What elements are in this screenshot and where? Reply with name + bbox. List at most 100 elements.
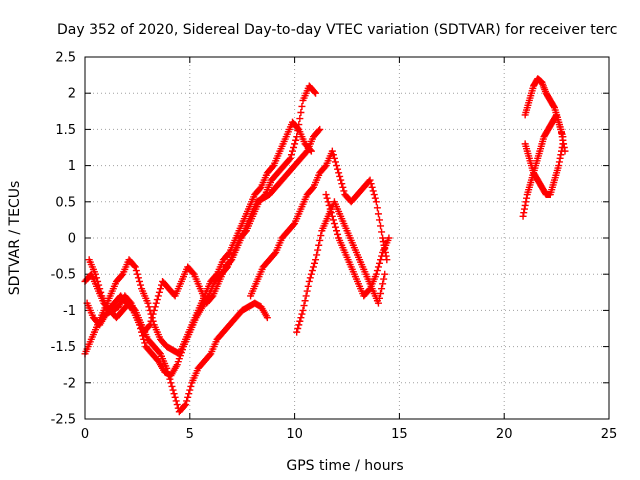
data-point (308, 185, 316, 193)
y-tick-label: 1 (68, 159, 76, 174)
data-point (377, 222, 385, 230)
data-point (96, 285, 104, 293)
data-point (132, 267, 140, 275)
data-point (135, 277, 143, 285)
data-point (315, 241, 323, 249)
data-point (149, 310, 157, 318)
data-point (256, 185, 264, 193)
data-point (173, 401, 181, 409)
data-point (322, 191, 330, 199)
data-point (287, 151, 295, 159)
data-point (185, 390, 193, 398)
data-point (130, 262, 138, 270)
data-point (378, 252, 386, 260)
chart-title: Day 352 of 2020, Sidereal Day-to-day VTE… (57, 22, 617, 38)
data-point (378, 228, 386, 236)
y-tick-label: -2 (63, 376, 76, 391)
data-point (339, 183, 347, 191)
data-point (225, 250, 233, 258)
data-point (378, 285, 386, 293)
data-point (385, 234, 393, 242)
data-point (140, 335, 148, 343)
data-point (297, 314, 305, 322)
data-point (329, 151, 337, 159)
data-point (206, 351, 214, 359)
y-tick-label: 2 (68, 87, 76, 102)
y-tick-label: -1 (63, 304, 76, 319)
data-point (373, 204, 381, 212)
data-point (184, 393, 192, 401)
data-point (337, 176, 345, 184)
data-point (316, 125, 324, 133)
y-tick-label: 1.5 (55, 123, 76, 138)
y-tick-label: 0 (68, 232, 76, 247)
data-point (154, 292, 162, 300)
data-point (208, 293, 216, 301)
data-point (298, 310, 306, 318)
data-point (368, 183, 376, 191)
data-point (302, 148, 310, 156)
data-point (302, 292, 310, 300)
data-point (375, 216, 383, 224)
data-point (336, 172, 344, 180)
data-point (371, 194, 379, 202)
data-point (373, 267, 381, 275)
data-point (95, 281, 103, 289)
data-point (298, 102, 306, 110)
data-point (152, 299, 160, 307)
data-point (97, 288, 105, 296)
data-point (365, 286, 373, 294)
data-point (330, 154, 338, 162)
data-point (305, 277, 313, 285)
data-point (334, 165, 342, 173)
data-point (145, 303, 153, 311)
data-point (183, 397, 191, 405)
data-point (334, 230, 342, 238)
data-point (324, 198, 332, 206)
data-point (294, 124, 302, 132)
data-point (289, 147, 297, 155)
data-point (94, 277, 102, 285)
data-point (379, 280, 387, 288)
data-point (187, 382, 195, 390)
data-point (285, 156, 293, 164)
data-point (377, 256, 385, 264)
data-point (146, 321, 154, 329)
data-point (182, 401, 190, 409)
data-point (374, 299, 382, 307)
data-point (330, 220, 338, 228)
data-point (559, 133, 567, 141)
data-point (227, 257, 235, 265)
data-point (263, 314, 271, 322)
data-point (296, 317, 304, 325)
data-points (81, 75, 569, 416)
data-point (312, 89, 320, 97)
data-point (383, 256, 391, 264)
data-point (300, 302, 308, 310)
data-point (145, 322, 153, 330)
data-point (317, 232, 325, 240)
data-point (325, 201, 333, 209)
data-point (333, 162, 341, 170)
data-point (331, 158, 339, 166)
data-point (328, 147, 336, 155)
y-axis-label: SDTVAR / TECUs (7, 181, 23, 296)
data-point (139, 332, 147, 340)
data-point (293, 328, 301, 336)
data-point (296, 115, 304, 123)
data-point (147, 317, 155, 325)
plot-frame (84, 56, 610, 420)
data-point (290, 144, 298, 151)
data-point (167, 379, 175, 387)
data-point (150, 306, 158, 314)
data-point (559, 140, 567, 148)
data-point (295, 321, 303, 329)
data-point (291, 140, 299, 148)
y-tick-label: 2.5 (55, 51, 76, 66)
data-point (367, 180, 375, 188)
data-point (141, 339, 149, 347)
data-point (297, 109, 305, 117)
data-point (372, 270, 380, 278)
data-point (131, 263, 139, 271)
